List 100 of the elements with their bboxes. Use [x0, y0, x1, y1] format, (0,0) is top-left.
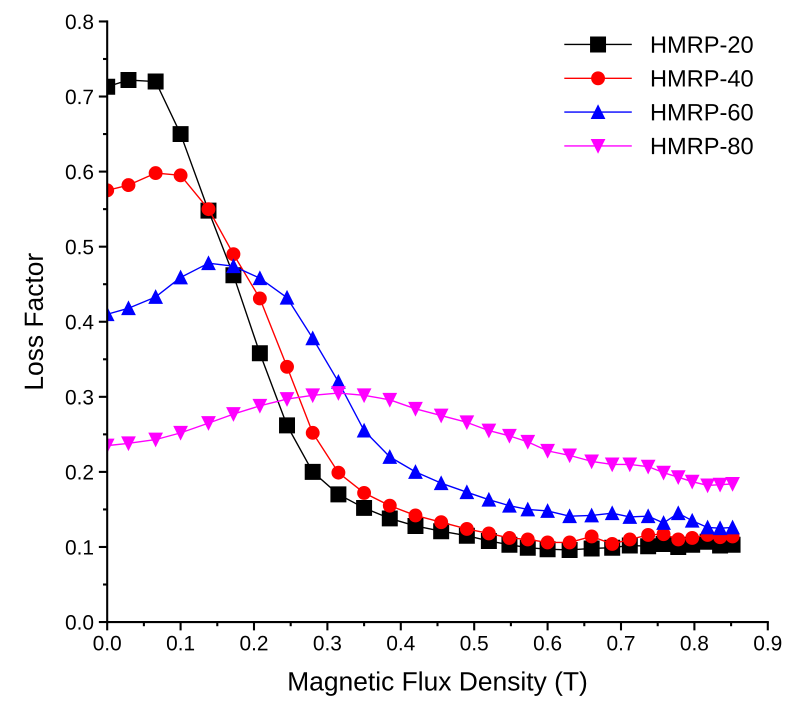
- y-tick-label: 0.4: [66, 314, 94, 330]
- point: [331, 466, 346, 480]
- point: [122, 301, 136, 316]
- point: [700, 478, 715, 492]
- point: [584, 530, 599, 544]
- x-tick-label: 0.3: [314, 636, 341, 651]
- point: [605, 537, 620, 551]
- point: [148, 166, 163, 180]
- point: [382, 450, 397, 464]
- legend-label: HMRP-80: [652, 138, 753, 154]
- y-axis-title: Loss Factor: [24, 253, 44, 389]
- point: [280, 360, 294, 374]
- point: [520, 532, 535, 546]
- point: [280, 290, 294, 305]
- y-tick-label: 0.5: [66, 240, 94, 254]
- y-tick-label: 0.2: [66, 464, 93, 480]
- point: [120, 72, 136, 88]
- point: [622, 457, 637, 472]
- point: [520, 502, 535, 516]
- point: [671, 470, 686, 484]
- point: [382, 392, 397, 407]
- x-tick-label: 0.4: [387, 636, 415, 651]
- point: [685, 514, 700, 528]
- x-tick-label: 0.2: [240, 636, 268, 651]
- point: [357, 424, 372, 438]
- point: [685, 531, 700, 545]
- point: [330, 486, 346, 502]
- x-tick-label: 0.5: [460, 636, 488, 651]
- point: [357, 486, 372, 500]
- y-tick-label: 0.3: [66, 390, 94, 405]
- point: [622, 532, 637, 546]
- point: [356, 500, 372, 516]
- point: [584, 454, 599, 468]
- point: [641, 528, 656, 542]
- point: [202, 416, 216, 430]
- point: [252, 345, 268, 362]
- point: [685, 474, 700, 489]
- point: [520, 434, 535, 449]
- point: [148, 432, 163, 447]
- point: [540, 536, 555, 550]
- point: [226, 259, 240, 274]
- point: [502, 428, 516, 443]
- point: [605, 506, 620, 520]
- point: [460, 522, 474, 536]
- point: [482, 424, 496, 438]
- x-tick-label: 0.8: [680, 636, 708, 651]
- point: [641, 509, 656, 524]
- y-tick-label: 0.8: [66, 14, 94, 30]
- point: [122, 178, 136, 192]
- y-tick-label: 0.6: [66, 164, 94, 180]
- point: [172, 126, 189, 142]
- point: [280, 392, 294, 406]
- point: [700, 520, 715, 534]
- point: [202, 256, 216, 270]
- point: [279, 417, 296, 434]
- point: [252, 292, 267, 306]
- point: [713, 521, 728, 536]
- point: [502, 531, 516, 545]
- point: [656, 516, 671, 530]
- point: [502, 498, 516, 513]
- point: [605, 457, 620, 472]
- legend-label: HMRP-60: [652, 104, 753, 121]
- point: [408, 508, 422, 522]
- legend-label: HMRP-40: [652, 70, 753, 87]
- point: [226, 407, 240, 422]
- point: [148, 290, 163, 304]
- x-tick-label: 0.0: [94, 636, 121, 651]
- point: [562, 536, 577, 550]
- point: [434, 408, 448, 423]
- point: [726, 520, 740, 534]
- point: [584, 508, 599, 522]
- point: [540, 444, 555, 458]
- point: [562, 509, 577, 524]
- legend-label: HMRP-20: [652, 36, 753, 53]
- point: [408, 464, 422, 479]
- point: [622, 510, 637, 524]
- x-axis-title: Magnetic Flux Density (T): [289, 671, 586, 696]
- point: [252, 398, 267, 413]
- point: [252, 271, 267, 286]
- point: [382, 498, 397, 513]
- point: [382, 510, 398, 526]
- point: [434, 515, 448, 530]
- x-tick-label: 0.1: [166, 636, 194, 651]
- point: [641, 460, 656, 474]
- point: [434, 476, 448, 490]
- x-tick-label: 0.9: [754, 636, 782, 651]
- point: [671, 532, 686, 546]
- point: [304, 464, 321, 480]
- point: [540, 504, 555, 518]
- point: [306, 388, 320, 402]
- point: [331, 386, 346, 400]
- y-tick-label: 0.0: [66, 615, 94, 630]
- point: [726, 476, 740, 491]
- x-tick-label: 0.6: [534, 636, 562, 651]
- point: [306, 426, 320, 440]
- point: [482, 492, 496, 507]
- point: [584, 540, 600, 556]
- point: [460, 485, 474, 500]
- x-tick-label: 0.7: [607, 636, 634, 651]
- point: [671, 506, 686, 520]
